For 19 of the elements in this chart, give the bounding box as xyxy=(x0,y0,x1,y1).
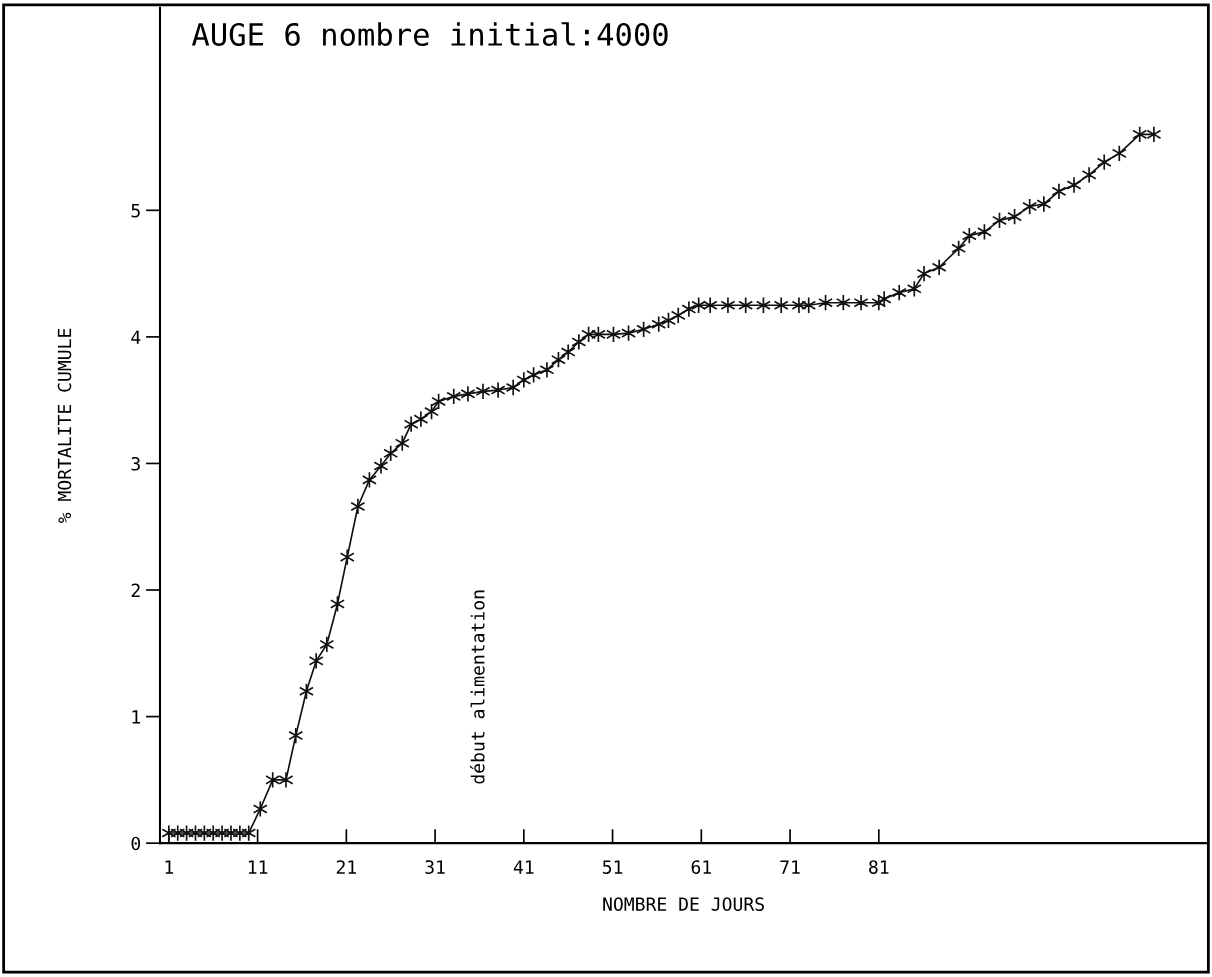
x-tick-label: 11 xyxy=(248,860,268,874)
y-tick-label: 2 xyxy=(131,583,140,597)
y-tick-label: 3 xyxy=(131,456,140,471)
y-tick-label: 5 xyxy=(131,204,140,218)
x-tick-label: 61 xyxy=(691,860,711,874)
x-tick-label: 21 xyxy=(336,860,356,874)
y-axis-title: % MORTALITE CUMULE xyxy=(57,328,72,524)
x-tick-label: 41 xyxy=(513,860,534,874)
y-tick-label: 1 xyxy=(132,710,141,724)
x-tick-label: 31 xyxy=(425,860,445,874)
x-tick-label: 1 xyxy=(165,860,174,874)
x-axis-title: NOMBRE DE JOURS xyxy=(603,897,764,911)
y-tick-label: 4 xyxy=(131,330,141,344)
annotation: début alimentation xyxy=(469,590,485,784)
y-tick-label: 0 xyxy=(131,836,141,851)
x-tick-label: 81 xyxy=(869,860,889,874)
chart-title: AUGE 6 nombre initial:4000 xyxy=(191,22,668,46)
x-tick-label: 71 xyxy=(780,860,800,874)
x-tick-label: 51 xyxy=(602,860,623,874)
